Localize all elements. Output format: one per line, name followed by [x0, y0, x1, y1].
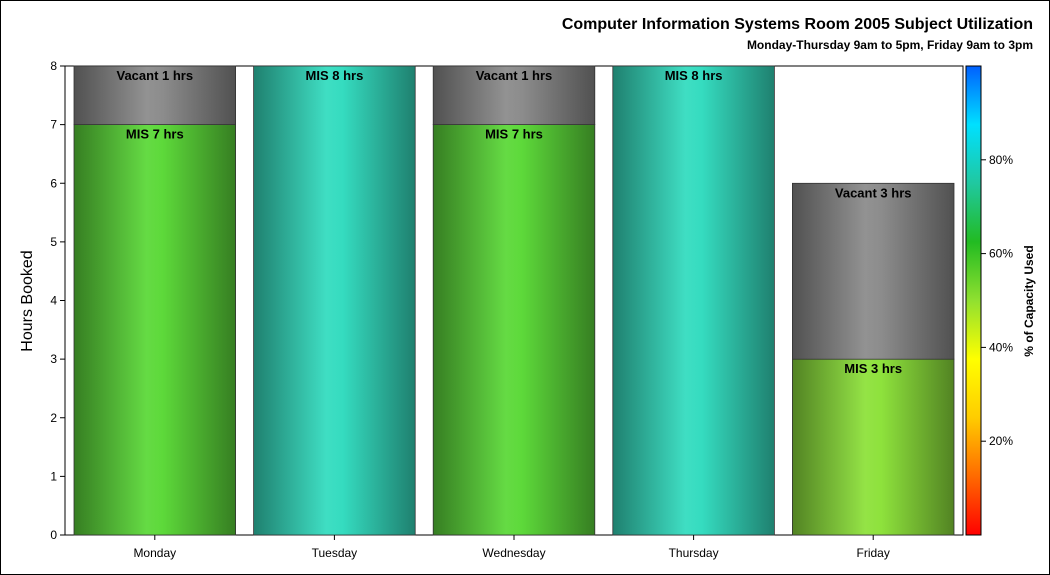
x-tick-label: Thursday	[669, 546, 719, 560]
segment-label-friday-vacant: Vacant 3 hrs	[835, 185, 912, 200]
y-axis: 0 1 2 3 4 5 6 7 8	[50, 59, 65, 542]
y-tick-label: 8	[50, 59, 57, 73]
chart-title: Computer Information Systems Room 2005 S…	[562, 16, 1033, 33]
segment-label-thursday-mis: MIS 8 hrs	[665, 68, 723, 83]
segment-label-tuesday-mis: MIS 8 hrs	[306, 68, 364, 83]
chart-subtitle: Monday-Thursday 9am to 5pm, Friday 9am t…	[747, 38, 1033, 52]
bar-segment-friday-vacant	[792, 182, 955, 360]
segment-label-wednesday-vacant: Vacant 1 hrs	[476, 68, 553, 83]
bars-group: MIS 7 hrs Vacant 1 hrs MIS 8 hrs MIS 7 hrs V…	[73, 65, 955, 536]
y-tick-label: 6	[50, 176, 57, 190]
y-tick-label: 5	[50, 235, 57, 249]
x-tick-label: Wednesday	[482, 546, 545, 560]
bar-segment-wednesday-vacant	[432, 65, 596, 125]
colorbar-tick-label: 60%	[989, 247, 1013, 261]
colorbar	[965, 65, 982, 536]
segment-label-monday-vacant: Vacant 1 hrs	[116, 68, 193, 83]
colorbar-tick-label: 20%	[989, 434, 1013, 448]
segment-label-friday-mis: MIS 3 hrs	[844, 361, 902, 376]
y-tick-label: 2	[50, 411, 57, 425]
colorbar-tick-label: 80%	[989, 153, 1013, 167]
y-tick-label: 7	[50, 118, 57, 132]
x-tick-label: Tuesday	[312, 546, 358, 560]
y-tick-label: 0	[50, 528, 57, 542]
bar-segment-thursday-mis	[612, 65, 775, 536]
bar-segment-monday-mis	[73, 124, 237, 536]
segment-label-wednesday-mis: MIS 7 hrs	[485, 127, 543, 142]
y-tick-label: 3	[50, 352, 57, 366]
bar-segment-monday-vacant	[73, 65, 237, 125]
x-tick-label: Monday	[133, 546, 176, 560]
colorbar-tick-label: 40%	[989, 340, 1013, 354]
segment-label-monday-mis: MIS 7 hrs	[126, 127, 184, 142]
bar-segment-tuesday-mis	[253, 65, 416, 536]
bar-segment-wednesday-mis	[432, 124, 596, 536]
y-tick-label: 1	[50, 469, 57, 483]
colorbar-label: % of Capacity Used	[1022, 245, 1036, 356]
x-tick-label: Friday	[857, 546, 890, 560]
colorbar-ticks: 20% 40% 60% 80%	[981, 153, 1013, 448]
y-tick-label: 4	[50, 294, 57, 308]
x-axis: Monday Tuesday Wednesday Thursday Friday	[133, 535, 890, 560]
y-axis-label: Hours Booked	[19, 250, 36, 351]
bar-segment-friday-mis	[792, 358, 955, 536]
